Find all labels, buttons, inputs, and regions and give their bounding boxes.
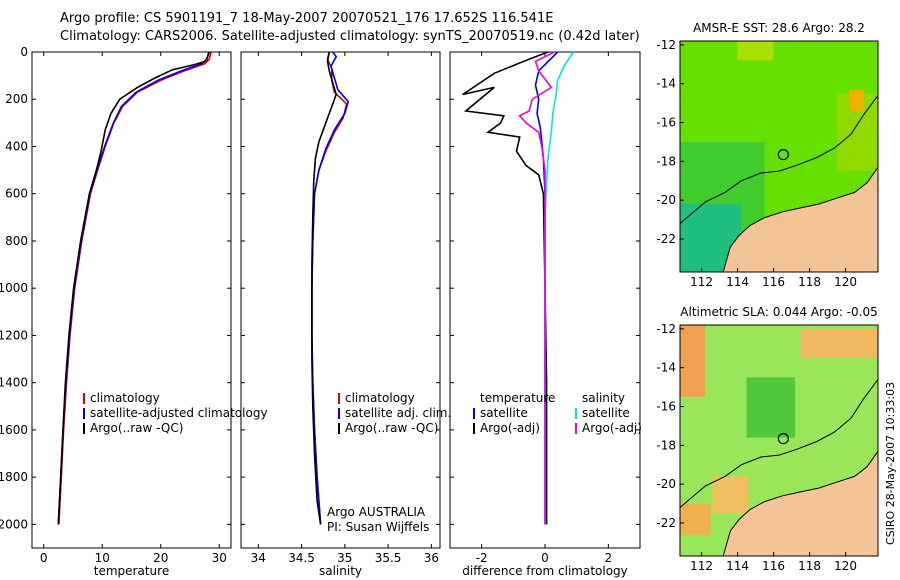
sla_map-high-patch (800, 328, 878, 358)
sla_map-ytick-label: -16 (656, 400, 676, 414)
sla_map-float-marker (777, 432, 789, 445)
sst_map-map-field (680, 41, 878, 272)
difference-axis-label: difference from climatology (462, 564, 628, 578)
sla_map-high-patch (680, 503, 711, 535)
salinity-legend-climatology-label: climatology (345, 391, 415, 405)
depth-tick-label: 1800 (0, 470, 28, 484)
sst_map-ytick-label: -20 (656, 193, 676, 207)
sla_map-ytick-label: -18 (656, 438, 676, 452)
sla_map-low-patch (746, 377, 796, 438)
sst_map-xtick-label: 112 (690, 275, 713, 289)
sla_map-depth-contour (680, 379, 878, 508)
figure-title-line1: Argo profile: CS 5901191_7 18-May-2007 2… (60, 11, 554, 26)
difference-legend-temperature-heading: temperature (480, 391, 555, 405)
sst_map-xtick-label: 114 (726, 275, 749, 289)
sst_map-land (723, 167, 878, 272)
temperature-legend-argo-label: Argo(..raw -QC) (90, 421, 183, 435)
temperature-plot-frame (31, 51, 232, 549)
figure-title-line2: Climatology: CARS2006. Satellite-adjuste… (60, 29, 640, 44)
difference-legend-temp-argo-label: Argo(-adj) (480, 421, 540, 435)
difference-legend-sal-satellite-label: satellite (582, 406, 630, 420)
sst_map-ytick-label: -12 (656, 38, 676, 52)
sst_map-ytick-label: -22 (656, 232, 676, 246)
timestamp-stamp: CSIRO 28-May-2007 10:33:03 (884, 381, 897, 545)
sla_map-xtick-label: 114 (726, 559, 749, 573)
pi-credit: PI: Susan Wijffels (327, 520, 429, 534)
sla_map-land (723, 451, 878, 556)
salinity-xtick-label: 36 (424, 551, 439, 565)
sla_map-xtick-label: 120 (834, 559, 857, 573)
sla_map-high-patch (712, 476, 749, 514)
sst_map-frame (679, 40, 879, 273)
temperature-axis-label: temperature (94, 564, 169, 578)
depth-tick-label: 800 (5, 234, 28, 248)
temperature-xtick-label: 30 (212, 551, 227, 565)
temperature-xtick-label: 10 (95, 551, 110, 565)
sla_map-ytick-label: -20 (656, 477, 676, 491)
sla_map-xtick-label: 116 (762, 559, 785, 573)
depth-tick-label: 1400 (0, 376, 28, 390)
sst_map-xtick-label: 120 (834, 275, 857, 289)
sla_map-xtick-label: 112 (690, 559, 713, 573)
difference-legend-salinity-heading: salinity (582, 391, 625, 405)
sst_map-title: AMSR-E SST: 28.6 Argo: 28.2 (693, 21, 865, 35)
depth-tick-label: 600 (5, 187, 28, 201)
depth-tick-label: 1000 (0, 281, 28, 295)
salinity-legend-satellite-label: satellite adj. clim. (345, 406, 451, 420)
temperature-xtick-label: 20 (153, 551, 168, 565)
salinity-xtick-label: 34 (251, 551, 266, 565)
sla_map-ytick-label: -14 (656, 361, 676, 375)
salinity-plot-frame (240, 51, 441, 549)
difference-legend-temp-satellite-label: satellite (480, 406, 528, 420)
sst_map-xtick-label: 116 (762, 275, 785, 289)
sst_map-ytick-label: -16 (656, 116, 676, 130)
sst_map-xtick-label: 118 (798, 275, 821, 289)
temperature-series-line (57, 51, 211, 525)
sla_map-frame (679, 324, 879, 557)
depth-tick-label: 1200 (0, 328, 28, 342)
salinity-xtick-label: 34.5 (288, 551, 315, 565)
temperature-legend-climatology-label: climatology (90, 391, 160, 405)
sla_map-map-field (680, 325, 878, 556)
depth-tick-label: 400 (5, 139, 28, 153)
sst_map-depth-contour (680, 95, 878, 224)
difference-xtick-label: 2 (605, 551, 613, 565)
temperature-xtick-label: 0 (40, 551, 48, 565)
sla_map-high-patch (680, 325, 706, 397)
sst_map-coastline (722, 166, 878, 272)
sla_map-ytick-label: -22 (656, 516, 676, 530)
difference-xtick-label: -2 (476, 551, 488, 565)
salinity-legend-argo-label: Argo(..raw -QC) (345, 421, 438, 435)
sst_map-warm-patch (849, 89, 864, 111)
depth-tick-label: 2000 (0, 517, 28, 531)
sst_map-warm-patch (737, 41, 774, 61)
sst_map-ytick-label: -14 (656, 77, 676, 91)
depth-tick-label: 0 (20, 45, 28, 59)
temperature-legend-satellite-label: satellite-adjusted climatology (90, 406, 268, 420)
difference-xtick-label: 0 (541, 551, 549, 565)
depth-tick-label: 1600 (0, 423, 28, 437)
salinity-xtick-label: 35 (337, 551, 352, 565)
sla_map-ytick-label: -12 (656, 322, 676, 336)
difference-series-line (518, 51, 555, 525)
difference-legend-sal-argo-label: Argo(-adj) (582, 421, 642, 435)
argo-australia-credit: Argo AUSTRALIA (327, 505, 426, 519)
sst_map-ytick-label: -18 (656, 154, 676, 168)
sla_map-xtick-label: 118 (798, 559, 821, 573)
salinity-xtick-label: 35.5 (375, 551, 402, 565)
depth-tick-label: 200 (5, 92, 28, 106)
sla_map-title: Altimetric SLA: 0.044 Argo: -0.05 (680, 305, 877, 319)
salinity-series-line (311, 51, 338, 525)
salinity-axis-label: salinity (319, 564, 362, 578)
sst_map-float-marker (777, 148, 789, 161)
sla_map-coastline (722, 450, 878, 556)
